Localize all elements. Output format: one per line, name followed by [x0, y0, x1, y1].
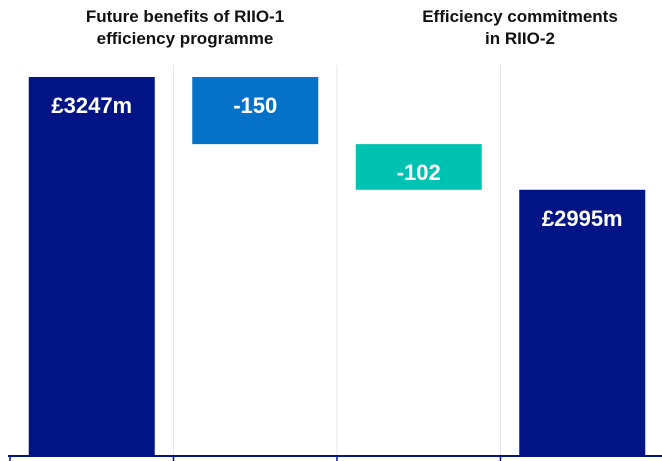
heading-riio2-line-1: Efficiency commitments [422, 7, 618, 26]
bar-label-3: -102 [397, 160, 441, 185]
bar-3 [355, 144, 482, 190]
heading-riio2-commitments: Efficiency commitments in RIIO-2 [380, 6, 660, 50]
bar-1 [28, 77, 155, 456]
heading-riio1-benefits: Future benefits of RIIO-1 efficiency pro… [20, 6, 350, 50]
heading-riio1-line-2: efficiency programme [96, 29, 274, 48]
bar-label-1: £3247m [51, 93, 132, 118]
bar-2 [192, 77, 319, 145]
bar-label-2: -150 [233, 93, 277, 118]
bar-label-4: £2995m [542, 206, 623, 231]
heading-riio1-line-1: Future benefits of RIIO-1 [85, 7, 285, 26]
bar-4 [519, 189, 646, 457]
heading-riio2-line-2: in RIIO-2 [485, 29, 555, 48]
